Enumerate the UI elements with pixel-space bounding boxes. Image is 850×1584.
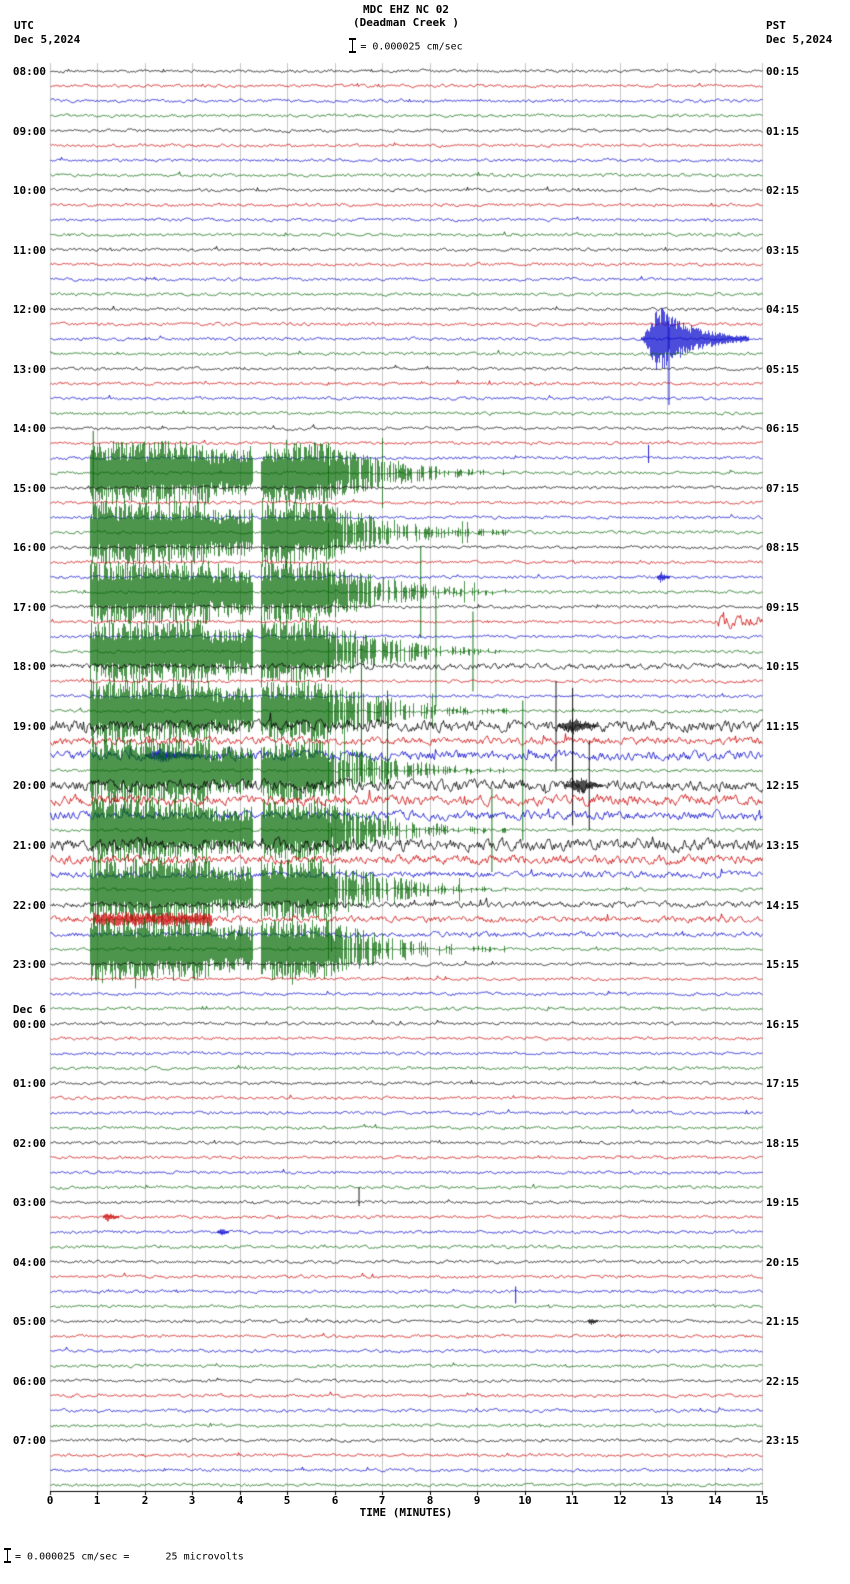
pst-hour-label: 21:15 — [766, 1315, 800, 1328]
x-tick-label: 2 — [141, 1494, 149, 1507]
pst-hour-label: 12:15 — [766, 779, 800, 792]
timezone-left-label: UTC — [14, 19, 34, 32]
amplitude-scale: = 0.000025 cm/sec — [50, 38, 762, 55]
scale-bar-icon — [349, 38, 357, 53]
x-tick-label: 1 — [93, 1494, 101, 1507]
utc-hour-label: 03:00 — [12, 1196, 46, 1209]
pst-hour-label: 10:15 — [766, 660, 800, 673]
pst-hour-label: 20:15 — [766, 1256, 800, 1269]
pst-hour-label: 19:15 — [766, 1196, 800, 1209]
pst-hour-label: 03:15 — [766, 244, 800, 257]
pst-hour-label: 16:15 — [766, 1018, 800, 1031]
utc-hour-label: 01:00 — [12, 1077, 46, 1090]
x-tick-label: 10 — [518, 1494, 532, 1507]
pst-hour-label: 22:15 — [766, 1375, 800, 1388]
x-tick-label: 0 — [46, 1494, 54, 1507]
utc-hour-label: 05:00 — [12, 1315, 46, 1328]
x-tick-label: 4 — [236, 1494, 244, 1507]
pst-hour-label: 04:15 — [766, 303, 800, 316]
pst-hour-label: 07:15 — [766, 482, 800, 495]
utc-hour-label: 13:00 — [12, 363, 46, 376]
x-tick-label: 3 — [188, 1494, 196, 1507]
timezone-right-label: PST — [766, 19, 786, 32]
pst-hour-label: 23:15 — [766, 1434, 800, 1447]
utc-hour-label: 16:00 — [12, 541, 46, 554]
utc-hour-label: 04:00 — [12, 1256, 46, 1269]
utc-hour-label: 20:00 — [12, 779, 46, 792]
pst-hour-label: 17:15 — [766, 1077, 800, 1090]
utc-hour-label: 15:00 — [12, 482, 46, 495]
utc-hour-label: 07:00 — [12, 1434, 46, 1447]
x-tick-label: 11 — [565, 1494, 579, 1507]
utc-hour-label: 17:00 — [12, 601, 46, 614]
utc-hour-label: 12:00 — [12, 303, 46, 316]
x-tick-label: 14 — [708, 1494, 722, 1507]
x-tick-label: 12 — [613, 1494, 627, 1507]
date-left-label: Dec 5,2024 — [14, 33, 81, 46]
x-tick-label: 13 — [660, 1494, 674, 1507]
station-title: MDC EHZ NC 02 — [362, 3, 450, 16]
scale-label: = 0.000025 cm/sec — [360, 41, 463, 53]
x-tick-label: 6 — [331, 1494, 339, 1507]
utc-hour-label: 00:00 — [12, 1018, 46, 1031]
pst-hour-label: 01:15 — [766, 125, 800, 138]
x-tick-label: 7 — [378, 1494, 386, 1507]
utc-hour-label: 10:00 — [12, 184, 46, 197]
x-tick-label: 9 — [473, 1494, 481, 1507]
utc-hour-label: 06:00 — [12, 1375, 46, 1388]
utc-hour-label: 23:00 — [12, 958, 46, 971]
pst-hour-label: 00:15 — [766, 65, 800, 78]
pst-hour-label: 08:15 — [766, 541, 800, 554]
pst-hour-label: 02:15 — [766, 184, 800, 197]
footer-scale-bar-icon — [4, 1548, 11, 1563]
pst-hour-label: 15:15 — [766, 958, 800, 971]
footer-scale-note: = 0.000025 cm/sec = 25 microvolts — [4, 1548, 244, 1565]
x-tick-label: 15 — [755, 1494, 769, 1507]
pst-hour-label: 13:15 — [766, 839, 800, 852]
utc-hour-label: 21:00 — [12, 839, 46, 852]
x-tick-label: 8 — [426, 1494, 434, 1507]
pst-hour-label: 11:15 — [766, 720, 800, 733]
footer-scale-text: = 0.000025 cm/sec = 25 microvolts — [15, 1551, 244, 1563]
utc-hour-label: 14:00 — [12, 422, 46, 435]
pst-hour-label: 09:15 — [766, 601, 800, 614]
utc-hour-label: 08:00 — [12, 65, 46, 78]
station-subtitle: (Deadman Creek ) — [353, 16, 459, 29]
utc-hour-label: Dec 6 — [12, 1003, 46, 1016]
pst-hour-label: 05:15 — [766, 363, 800, 376]
x-tick-label: 5 — [283, 1494, 291, 1507]
utc-hour-label: 11:00 — [12, 244, 46, 257]
date-right-label: Dec 5,2024 — [766, 33, 833, 46]
pst-hour-label: 06:15 — [766, 422, 800, 435]
pst-hour-label: 14:15 — [766, 899, 800, 912]
utc-hour-label: 19:00 — [12, 720, 46, 733]
utc-hour-label: 09:00 — [12, 125, 46, 138]
utc-hour-label: 18:00 — [12, 660, 46, 673]
utc-hour-label: 02:00 — [12, 1137, 46, 1150]
utc-hour-label: 22:00 — [12, 899, 46, 912]
pst-hour-label: 18:15 — [766, 1137, 800, 1150]
x-axis-title: TIME (MINUTES) — [359, 1506, 453, 1519]
